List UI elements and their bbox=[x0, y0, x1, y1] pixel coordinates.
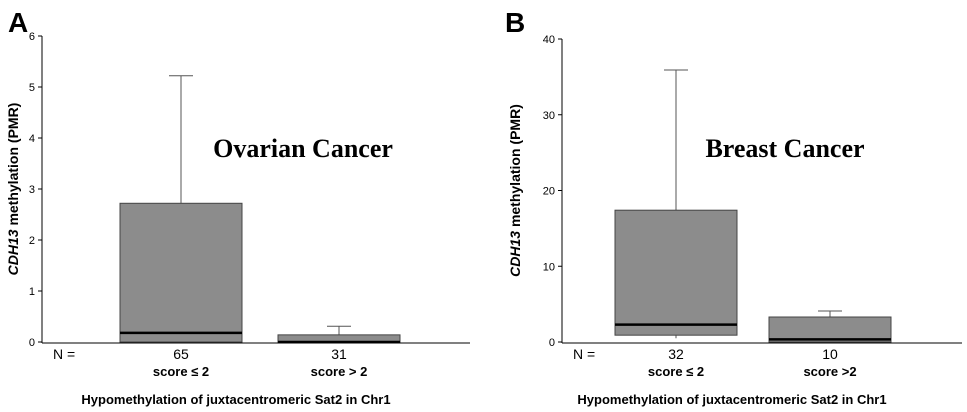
y-tick-label: 40 bbox=[543, 34, 555, 46]
y-axis-label: CDH13 methylation (PMR) bbox=[507, 104, 523, 277]
y-tick-label: 1 bbox=[29, 286, 35, 298]
panel-letter: A bbox=[8, 7, 28, 38]
n-prefix-label: N = bbox=[53, 346, 75, 362]
category-label: score > 2 bbox=[311, 364, 368, 379]
x-axis-label: Hypomethylation of juxtacentromeric Sat2… bbox=[81, 392, 390, 407]
box bbox=[768, 316, 892, 343]
n-value: 32 bbox=[668, 346, 684, 362]
y-axis-label: CDH13 methylation (PMR) bbox=[5, 103, 21, 276]
n-value: 31 bbox=[331, 346, 347, 362]
y-tick-label: 10 bbox=[543, 261, 555, 273]
n-prefix-label: N = bbox=[573, 346, 595, 362]
panel-a: A 0 1 2 3 4 5 6 CDH13 methylation (PMR) Ovarian C… bbox=[5, 7, 470, 407]
panel-b: B 0 10 20 30 40 CDH13 methylation (PMR) Breast … bbox=[505, 7, 962, 407]
panel-letter: B bbox=[505, 7, 525, 38]
category-label: score ≤ 2 bbox=[648, 364, 704, 379]
y-tick-label: 0 bbox=[549, 337, 555, 349]
chart-annotation: Breast Cancer bbox=[705, 134, 864, 163]
box bbox=[119, 202, 243, 343]
chart-annotation: Ovarian Cancer bbox=[213, 134, 393, 163]
n-value: 65 bbox=[173, 346, 189, 362]
category-label: score >2 bbox=[803, 364, 856, 379]
y-tick-label: 20 bbox=[543, 186, 555, 198]
category-label: score ≤ 2 bbox=[153, 364, 209, 379]
y-tick-label: 0 bbox=[29, 337, 35, 349]
n-value: 10 bbox=[822, 346, 838, 362]
y-axis-label-gene: CDH13 bbox=[5, 229, 21, 275]
y-tick-label: 3 bbox=[29, 184, 35, 196]
x-axis-label: Hypomethylation of juxtacentromeric Sat2… bbox=[577, 392, 886, 407]
y-tick-label: 5 bbox=[29, 82, 35, 94]
y-tick-label: 30 bbox=[543, 110, 555, 122]
y-tick-label: 4 bbox=[29, 133, 35, 145]
y-tick-label: 6 bbox=[29, 31, 35, 43]
y-axis-label-unit: methylation (PMR) bbox=[5, 103, 21, 230]
y-axis-label-unit: methylation (PMR) bbox=[507, 104, 523, 231]
y-axis-label-gene: CDH13 bbox=[507, 231, 523, 277]
box bbox=[614, 209, 738, 336]
y-tick-label: 2 bbox=[29, 235, 35, 247]
